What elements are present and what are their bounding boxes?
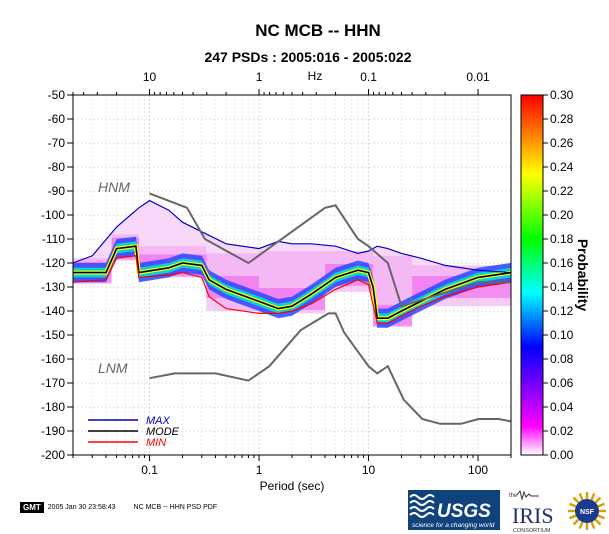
y-tick-label: -80 (48, 160, 66, 174)
colorbar-tick-label: 0.20 (550, 208, 574, 222)
mode-curve (73, 245, 511, 319)
iris-logo: the IRIS CONSORTIUM (509, 489, 554, 534)
nsf-ray (578, 521, 584, 530)
nsf-globe-icon (575, 499, 599, 523)
hnm-curve (149, 192, 511, 308)
iris-the: the (509, 493, 518, 499)
y-tick-label: -190 (41, 424, 65, 438)
nsf-ray (568, 502, 577, 508)
colorbar-tick-label: 0.08 (550, 352, 574, 366)
lnm-curve (149, 312, 511, 425)
nsf-rays-icon (568, 492, 606, 530)
y-tick-label: -150 (41, 328, 65, 342)
top-axis: 10 1 0.1 0.01 (72, 70, 490, 95)
top-tick-label: 10 (143, 70, 157, 84)
x-tick-label: 10 (362, 463, 376, 477)
colorbar-tick-label: 0.12 (550, 304, 574, 318)
colorbar-tick-label: 0.06 (550, 376, 574, 390)
usgs-text: USGS (437, 501, 491, 522)
y-tick-label: -90 (48, 184, 66, 198)
colorbar-tick-label: 0.30 (550, 88, 574, 102)
nsf-text: NSF (580, 509, 595, 516)
nsf-ray (597, 502, 606, 508)
nsf-ray (572, 496, 580, 504)
colorbar-label: Probability (575, 239, 591, 312)
colorbar-tick-label: 0.14 (550, 280, 574, 294)
top-tick-label: 0.1 (360, 70, 377, 84)
x-axis: 0.1 1 10 100 (72, 455, 512, 477)
top-axis-label: Hz (308, 69, 323, 83)
gmt-badge: GMT (20, 502, 44, 513)
min-curve (73, 255, 511, 324)
nsf-ray (572, 518, 580, 526)
x-tick-label: 1 (256, 463, 263, 477)
nsf-ray (590, 492, 596, 501)
colorbar-tick-label: 0.22 (550, 184, 574, 198)
plot-file-label: NC MCB -- HHN PSD PDF (133, 504, 218, 511)
colorbar-tick-label: 0.02 (550, 424, 574, 438)
iris-consortium: CONSORTIUM (513, 528, 551, 534)
nsf-ray (590, 521, 596, 530)
colorbar-tick-label: 0.00 (550, 448, 574, 462)
colorbar-tick-label: 0.28 (550, 112, 574, 126)
top-tick-label: 1 (256, 70, 263, 84)
usgs-tagline: science for a changing world (412, 522, 495, 529)
nsf-ray (568, 514, 577, 520)
colorbar-ticks: 0.00 0.02 0.04 0.06 0.08 0.10 0.12 0.14 0.16 0.18… (543, 88, 574, 462)
colorbar-tick-label: 0.16 (550, 256, 574, 270)
colorbar (520, 94, 544, 456)
y-tick-label: -140 (41, 304, 65, 318)
y-tick-label: -200 (41, 448, 65, 462)
lnm-label: LNM (98, 360, 128, 376)
y-tick-label: -170 (41, 376, 65, 390)
usgs-waves-icon (409, 494, 435, 518)
chart-subtitle: 247 PSDs : 2005:016 - 2005:022 (204, 49, 411, 65)
x-tick-label: 0.1 (141, 463, 158, 477)
y-tick-label: -100 (41, 208, 65, 222)
nsf-ray (594, 518, 602, 526)
logos: USGS science for a changing world the IR… (408, 489, 606, 534)
y-tick-label: -60 (48, 112, 66, 126)
y-tick-label: -70 (48, 136, 66, 150)
top-tick-label: 0.01 (466, 70, 490, 84)
y-tick-label: -110 (42, 232, 65, 246)
y-tick-label: -120 (41, 256, 65, 270)
series-curves (73, 192, 511, 425)
nsf-ray (594, 496, 602, 504)
gmt-footer: GMT 2005 Jan 30 23:58:43 NC MCB -- HHN P… (20, 502, 217, 513)
colorbar-tick-label: 0.24 (550, 160, 574, 174)
iris-seismogram-icon (516, 489, 539, 501)
y-tick-label: -130 (41, 280, 65, 294)
legend-label: MAX (146, 415, 171, 427)
usgs-logo: USGS science for a changing world (408, 490, 500, 530)
x-tick-label: 100 (468, 463, 488, 477)
nsf-ray (578, 492, 584, 501)
chart-title: NC MCB -- HHN (255, 21, 381, 40)
y-tick-label: -50 (48, 88, 66, 102)
iris-text: IRIS (512, 503, 554, 528)
legend-label: MODE (146, 426, 180, 438)
colorbar-tick-label: 0.18 (550, 232, 574, 246)
legend-label: MIN (146, 437, 166, 449)
y-tick-label: -180 (41, 400, 65, 414)
gmt-timestamp: 2005 Jan 30 23:58:43 (47, 504, 116, 511)
x-axis-label: Period (sec) (260, 479, 325, 493)
colorbar-tick-label: 0.10 (550, 328, 574, 342)
nsf-ray (597, 514, 606, 520)
y-tick-label: -160 (41, 352, 65, 366)
y-axis: -50 -60 -70 -80 -90 -100 -110 -120 -130 -140 -150 -… (41, 88, 73, 462)
hnm-label: HNM (98, 179, 130, 195)
max-curve (73, 199, 511, 274)
nsf-logo: NSF (568, 492, 606, 530)
colorbar-tick-label: 0.04 (550, 400, 574, 414)
colorbar-tick-label: 0.26 (550, 136, 574, 150)
